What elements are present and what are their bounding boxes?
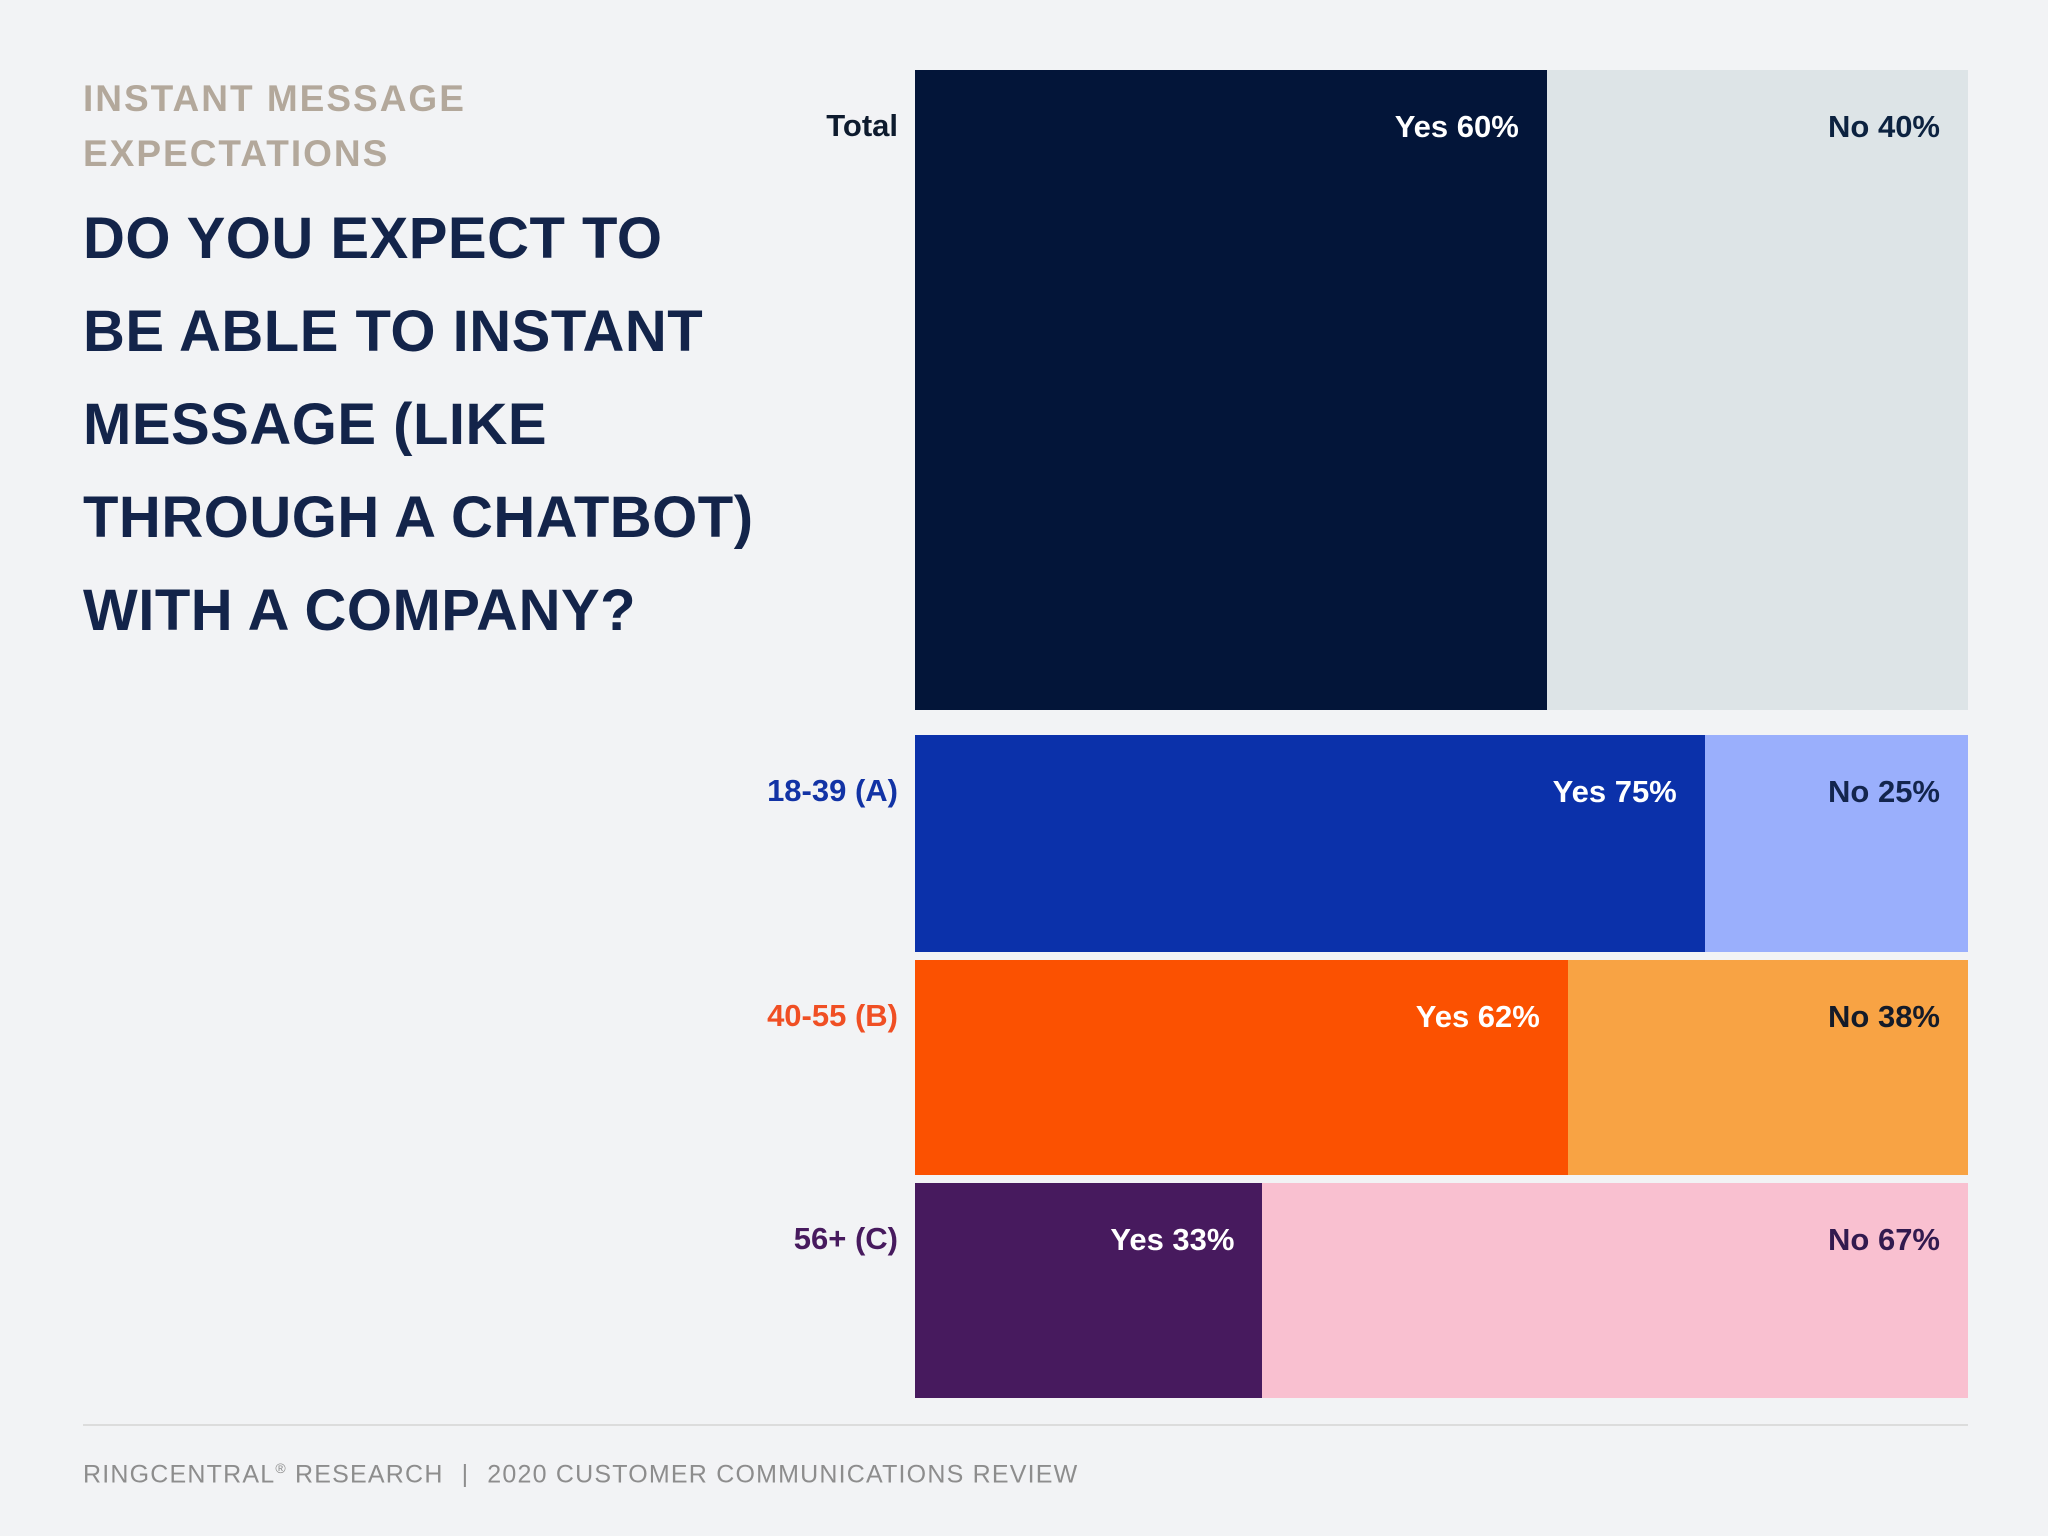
bar-category-label: 40-55 (B) xyxy=(767,998,898,1033)
bar-row-total: Total Yes 60% No 40% xyxy=(826,70,1968,710)
title-line: DO YOU EXPECT TO xyxy=(83,206,663,271)
bar-category-label: 18-39 (A) xyxy=(767,773,898,808)
bar-segment-yes: Yes 62% xyxy=(915,960,1568,1175)
bar-value-label-no: No 25% xyxy=(1828,774,1940,809)
bar-segment-no: No 67% xyxy=(1262,1183,1968,1398)
kicker-heading: INSTANT MESSAGE EXPECTATIONS xyxy=(83,78,466,174)
bar-category-label: Total xyxy=(826,108,898,143)
bar-segment-no: No 25% xyxy=(1704,735,1968,952)
footer-divider-line xyxy=(83,1424,1968,1426)
bar-row-56-plus: 56+ (C) Yes 33% No 67% xyxy=(794,1183,1968,1398)
bar-segment-no: No 40% xyxy=(1546,70,1968,710)
page-title: DO YOU EXPECT TO BE ABLE TO INSTANT MESS… xyxy=(83,192,863,657)
bar-segment-yes: Yes 75% xyxy=(915,735,1705,952)
bar-segment-yes: Yes 33% xyxy=(915,1183,1263,1398)
bar-row-18-39: 18-39 (A) Yes 75% No 25% xyxy=(767,735,1968,952)
footer-review: 2020 CUSTOMER COMMUNICATIONS REVIEW xyxy=(487,1460,1079,1489)
bar-value-label-yes: Yes 60% xyxy=(1394,109,1519,144)
title-line: MESSAGE (LIKE xyxy=(83,392,548,457)
bar-value-label-yes: Yes 62% xyxy=(1415,999,1540,1034)
title-line: WITH A COMPANY? xyxy=(83,578,637,643)
footer-source: RINGCENTRAL® RESEARCH | 2020 CUSTOMER COMM… xyxy=(83,1460,1078,1489)
bar-value-label-no: No 40% xyxy=(1828,109,1940,144)
bar-segment-no: No 38% xyxy=(1567,960,1968,1175)
footer-company: RINGCENTRAL xyxy=(83,1460,276,1489)
bar-segment-yes: Yes 60% xyxy=(915,70,1547,710)
bar-value-label-yes: Yes 75% xyxy=(1552,774,1677,809)
title-line: BE ABLE TO INSTANT xyxy=(83,299,704,364)
bar-value-label-yes: Yes 33% xyxy=(1110,1222,1235,1257)
bar-category-label: 56+ (C) xyxy=(793,1221,898,1256)
registered-trademark-icon: ® xyxy=(275,1460,287,1476)
bar-value-label-no: No 38% xyxy=(1828,999,1940,1034)
bar-value-label-no: No 67% xyxy=(1828,1222,1940,1257)
footer-separator: | xyxy=(461,1460,470,1489)
bar-row-40-55: 40-55 (B) Yes 62% No 38% xyxy=(767,960,1968,1175)
title-line: THROUGH A CHATBOT) xyxy=(83,485,754,550)
footer-research: RESEARCH xyxy=(286,1460,444,1489)
